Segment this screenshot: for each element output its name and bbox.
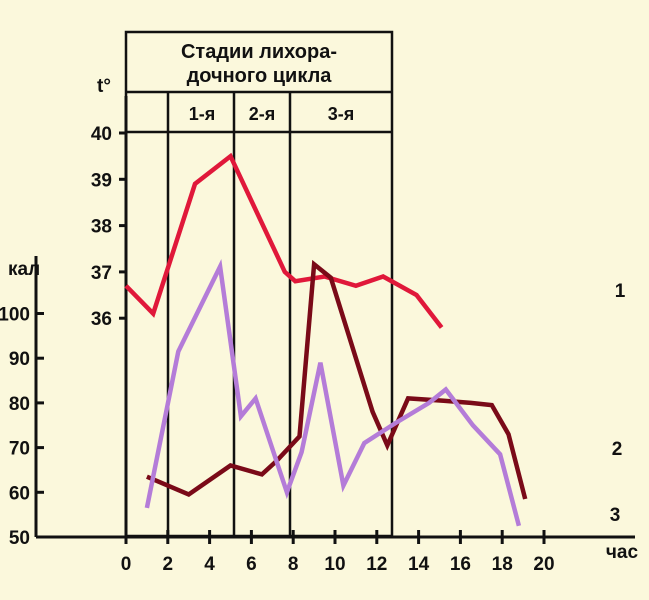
stage-label-2: 2-я (249, 104, 276, 124)
series-1-line (124, 152, 444, 329)
stage-label-3: 3-я (328, 104, 355, 124)
temp-tick-label: 38 (91, 217, 112, 238)
x-tick-label: 0 (121, 554, 132, 575)
series-3-line (144, 259, 522, 527)
x-tick-label: 20 (533, 554, 554, 575)
stage-label-1: 1-я (189, 104, 216, 124)
x-tick-label: 4 (204, 554, 215, 575)
series-layer: 1 2 3 (124, 152, 626, 527)
x-tick-label: 14 (408, 554, 430, 575)
cal-tick-label: 100 (0, 305, 30, 326)
x-tick-label: 6 (246, 554, 257, 575)
x-tick-label: 2 (163, 554, 174, 575)
cal-axis-label: кал (8, 259, 40, 280)
x-tick-label: 18 (492, 554, 513, 575)
temp-tick-label: 37 (91, 263, 112, 284)
cal-tick-label: 80 (9, 394, 30, 415)
series-2-label: 2 (612, 439, 623, 460)
x-axis-label: час (606, 542, 639, 563)
x-tick-label: 8 (288, 554, 299, 575)
series-2-line (146, 259, 528, 500)
series-1-label: 1 (615, 281, 626, 302)
title-line-2: дочного цикла (187, 65, 333, 87)
x-tick-label: 12 (366, 554, 387, 575)
x-tick-label: 10 (324, 554, 345, 575)
temp-axis-label: t° (97, 76, 111, 97)
cal-tick-label: 60 (9, 483, 30, 504)
cal-tick-label: 90 (9, 349, 30, 370)
series-3-label: 3 (610, 505, 621, 526)
cal-tick-label: 70 (9, 439, 30, 460)
x-tick-label: 16 (450, 554, 471, 575)
temp-tick-label: 40 (91, 124, 112, 145)
axes: 0 2 4 6 8 10 12 14 16 18 20час3637383940t°50607080… (0, 76, 639, 575)
cal-tick-label: 50 (9, 528, 30, 549)
temp-tick-label: 39 (91, 170, 112, 191)
title-line-1: Стадии лихора- (181, 41, 337, 63)
temp-tick-label: 36 (91, 309, 112, 330)
